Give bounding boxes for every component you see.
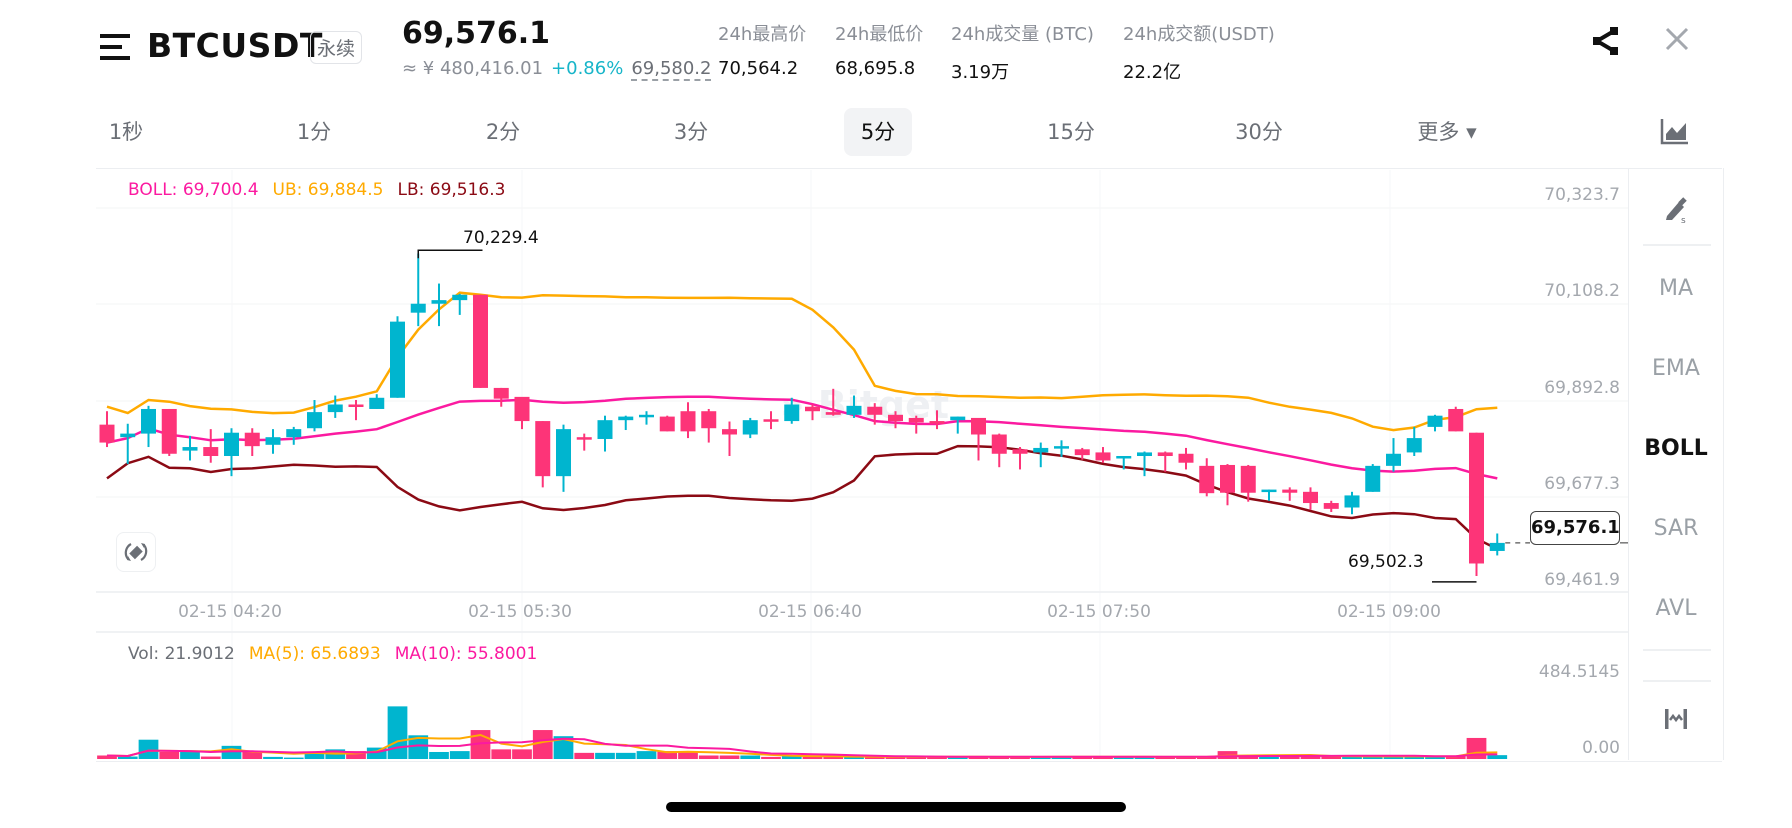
indicator-settings-icon[interactable] [1629,706,1723,738]
contract-type-badge: 永续 [310,31,363,64]
low-price-marker: 69,502.3 [1348,552,1424,572]
boll-legend: BOLL: 69,700.4 UB: 69,884.5 LB: 69,516.3 [128,180,519,200]
svg-text:s: s [1681,216,1686,224]
stat-label: 24h成交额(USDT) [1123,24,1275,45]
share-icon[interactable] [1590,26,1620,56]
divider [1643,244,1711,246]
boll-lb-value: LB: 69,516.3 [397,180,506,200]
indicator-boll[interactable]: BOLL [1644,436,1708,461]
volume-y-tick: 484.5145 [1538,662,1620,682]
indicator-ema[interactable]: EMA [1652,356,1700,381]
x-tick: 02-15 04:20 [178,602,282,622]
volume-y-tick: 0.00 [1582,738,1620,758]
tab-2m[interactable]: 2分 [485,120,521,144]
close-icon[interactable] [1662,24,1692,54]
stat-value: 70,564.2 [718,58,799,79]
stat-label: 24h最低价 [835,24,924,45]
stat-24h-high: 24h最高价 70,564.2 [718,20,806,79]
menu-icon[interactable] [100,34,130,62]
x-tick: 02-15 07:50 [1047,602,1151,622]
tab-more-dropdown[interactable]: 更多 ▾ [1417,120,1477,144]
reset-view-button[interactable] [116,532,156,572]
y-tick: 69,892.8 [1544,378,1620,398]
timeframe-tabs: 1秒 1分 2分 3分 5分 15分 30分 更多 ▾ [96,108,1626,158]
volume-value: Vol: 21.9012 [128,644,235,664]
divider [1643,649,1711,651]
y-tick: 70,323.7 [1544,185,1620,205]
indicator-avl[interactable]: AVL [1655,596,1697,621]
boll-ub-value: UB: 69,884.5 [272,180,384,200]
chart-type-icon[interactable] [1660,116,1690,146]
high-price-marker: 70,229.4 [463,228,539,248]
volume-ma10: MA(10): 55.8001 [394,644,538,664]
tab-5m[interactable]: 5分 [844,108,912,156]
stat-value: 22.2亿 [1123,62,1182,83]
x-tick: 02-15 09:00 [1337,602,1441,622]
cny-equivalent: ≈ ¥ 480,416.01 [402,58,544,79]
y-tick: 69,677.3 [1544,474,1620,494]
volume-ma5: MA(5): 65.6893 [248,644,381,664]
home-indicator [666,802,1126,812]
price-sub-info: ≈ ¥ 480,416.01 +0.86% 69,580.2 [402,58,712,81]
stat-value: 3.19万 [951,62,1010,83]
indicator-side-panel: s MA EMA BOLL SAR AVL [1628,168,1724,760]
chart-frame [96,168,1722,762]
x-tick: 02-15 05:30 [468,602,572,622]
tab-1m[interactable]: 1分 [296,120,332,144]
stat-24h-volume: 24h成交量 (BTC) 3.19万 [951,20,1094,84]
tab-3m[interactable]: 3分 [673,120,709,144]
indicator-sar[interactable]: SAR [1653,516,1699,541]
stat-24h-turnover: 24h成交额(USDT) 22.2亿 [1123,20,1275,84]
mark-price[interactable]: 69,580.2 [631,58,712,81]
last-price: 69,576.1 [402,16,551,51]
stat-label: 24h成交量 (BTC) [951,24,1094,45]
tab-30m[interactable]: 30分 [1235,120,1283,144]
rotate-icon [124,543,148,561]
y-tick: 70,108.2 [1544,281,1620,301]
indicator-ma[interactable]: MA [1658,276,1694,301]
tab-15m[interactable]: 15分 [1047,120,1095,144]
volume-legend: Vol: 21.9012 MA(5): 65.6893 MA(10): 55.800… [128,644,551,664]
stat-24h-low: 24h最低价 68,695.8 [835,20,923,79]
drawing-pen-icon[interactable]: s [1629,194,1723,230]
x-tick: 02-15 06:40 [758,602,862,622]
boll-mid-value: BOLL: 69,700.4 [128,180,259,200]
y-tick: 69,461.9 [1544,570,1620,590]
stat-value: 68,695.8 [835,58,916,79]
tab-1s[interactable]: 1秒 [108,120,144,144]
divider [1643,680,1711,682]
change-percent: +0.86% [551,58,624,79]
stat-label: 24h最高价 [718,24,807,45]
symbol-title[interactable]: BTCUSDT [147,26,323,65]
current-price-tag: 69,576.1 [1530,511,1620,545]
